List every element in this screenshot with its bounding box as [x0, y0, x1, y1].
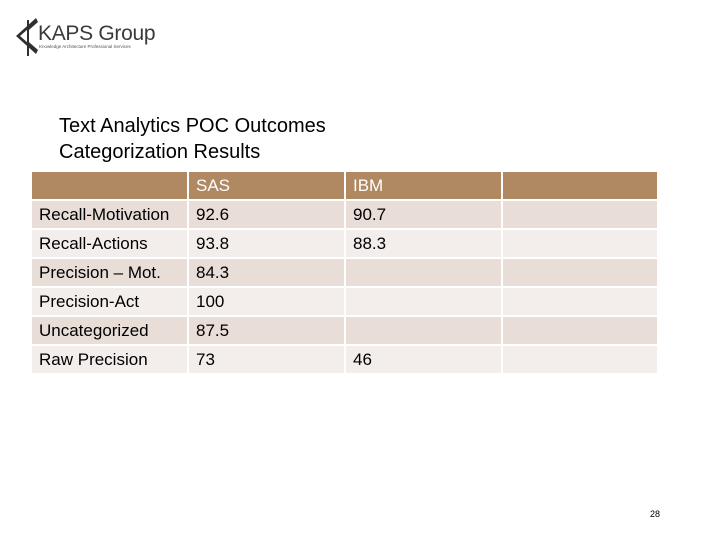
table-cell: 87.5: [189, 317, 346, 346]
table-cell: 84.3: [189, 259, 346, 288]
table-cell: [503, 288, 659, 317]
column-header: SAS: [189, 172, 346, 201]
company-logo: KAPS Group Knowledge Architecture Profes…: [12, 16, 162, 60]
table-cell: 100: [189, 288, 346, 317]
table-cell: 90.7: [346, 201, 503, 230]
table-cell: Raw Precision: [32, 346, 189, 375]
table-cell: [503, 259, 659, 288]
table-cell: 46: [346, 346, 503, 375]
logo-name: KAPS Group: [38, 22, 156, 45]
table-row: Precision-Act 100: [32, 288, 659, 317]
table-cell: [503, 201, 659, 230]
table-cell: Recall-Actions: [32, 230, 189, 259]
table-cell: [346, 259, 503, 288]
table-header-row: SAS IBM: [32, 172, 659, 201]
table-cell: [346, 288, 503, 317]
table-cell: [503, 317, 659, 346]
table-row: Uncategorized 87.5: [32, 317, 659, 346]
table-cell: Uncategorized: [32, 317, 189, 346]
table-cell: 92.6: [189, 201, 346, 230]
table-row: Precision – Mot. 84.3: [32, 259, 659, 288]
table-cell: Precision-Act: [32, 288, 189, 317]
column-header: [32, 172, 189, 201]
table-cell: Precision – Mot.: [32, 259, 189, 288]
table-cell: 88.3: [346, 230, 503, 259]
table-cell: 93.8: [189, 230, 346, 259]
slide-title-line-2: Categorization Results: [59, 141, 261, 163]
slide-title: Text Analytics POC Outcomes Categorizati…: [59, 113, 326, 165]
results-table: SAS IBM Recall-Motivation 92.6 90.7 Reca…: [32, 172, 659, 375]
table-cell: [503, 230, 659, 259]
table-row: Recall-Actions 93.8 88.3: [32, 230, 659, 259]
table-row: Raw Precision 73 46: [32, 346, 659, 375]
kaps-logo-icon: [16, 18, 38, 56]
page-number: 28: [650, 509, 661, 519]
table-cell: 73: [189, 346, 346, 375]
column-header: [503, 172, 659, 201]
table-cell: [346, 317, 503, 346]
slide-title-line-1: Text Analytics POC Outcomes: [59, 115, 326, 137]
table-cell: Recall-Motivation: [32, 201, 189, 230]
table-cell: [503, 346, 659, 375]
logo-tagline: Knowledge Architecture Professional Serv…: [39, 44, 131, 49]
table-row: Recall-Motivation 92.6 90.7: [32, 201, 659, 230]
column-header: IBM: [346, 172, 503, 201]
